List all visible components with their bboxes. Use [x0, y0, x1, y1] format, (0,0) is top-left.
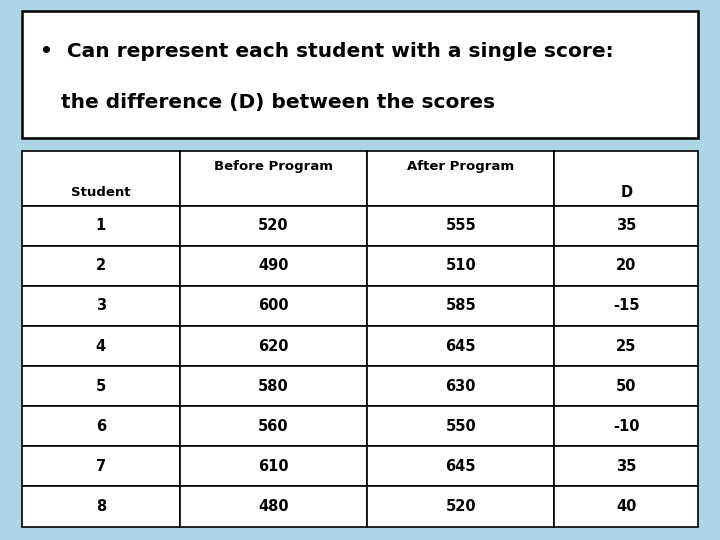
- Text: -15: -15: [613, 299, 639, 313]
- Bar: [367, 286, 554, 326]
- Text: 510: 510: [446, 258, 476, 273]
- Bar: [180, 151, 367, 206]
- Text: the difference (D) between the scores: the difference (D) between the scores: [40, 93, 495, 112]
- Text: 560: 560: [258, 418, 289, 434]
- Text: 1: 1: [96, 218, 106, 233]
- Bar: [22, 246, 180, 286]
- Bar: [22, 487, 180, 526]
- Bar: [367, 487, 554, 526]
- Text: 40: 40: [616, 499, 636, 514]
- Text: 35: 35: [616, 218, 636, 233]
- Text: 645: 645: [446, 459, 476, 474]
- Bar: [180, 286, 367, 326]
- Text: 645: 645: [446, 339, 476, 354]
- Bar: [554, 246, 698, 286]
- Bar: [180, 246, 367, 286]
- Bar: [554, 366, 698, 406]
- Bar: [367, 446, 554, 487]
- Text: 25: 25: [616, 339, 636, 354]
- Bar: [180, 326, 367, 366]
- Text: 6: 6: [96, 418, 106, 434]
- Text: 520: 520: [446, 499, 476, 514]
- Text: -10: -10: [613, 418, 639, 434]
- Text: •  Can represent each student with a single score:: • Can represent each student with a sing…: [40, 42, 613, 61]
- Bar: [22, 446, 180, 487]
- Text: 7: 7: [96, 459, 106, 474]
- Bar: [22, 11, 698, 138]
- Bar: [554, 406, 698, 446]
- Bar: [22, 151, 180, 206]
- Text: 3: 3: [96, 299, 106, 313]
- Text: D: D: [621, 185, 632, 199]
- Text: 585: 585: [446, 299, 476, 313]
- Text: 600: 600: [258, 299, 289, 313]
- Text: 20: 20: [616, 258, 636, 273]
- Text: Student: Student: [71, 186, 130, 199]
- Text: 520: 520: [258, 218, 289, 233]
- Bar: [180, 206, 367, 246]
- Text: 5: 5: [96, 379, 106, 394]
- Bar: [22, 366, 180, 406]
- Bar: [22, 206, 180, 246]
- Bar: [180, 366, 367, 406]
- Bar: [180, 446, 367, 487]
- Text: 550: 550: [446, 418, 476, 434]
- Bar: [22, 406, 180, 446]
- Bar: [180, 487, 367, 526]
- Text: Before Program: Before Program: [214, 160, 333, 173]
- Bar: [367, 366, 554, 406]
- Bar: [554, 487, 698, 526]
- Text: 620: 620: [258, 339, 289, 354]
- Bar: [554, 286, 698, 326]
- Bar: [22, 286, 180, 326]
- Bar: [367, 206, 554, 246]
- Text: 50: 50: [616, 379, 636, 394]
- Text: 2: 2: [96, 258, 106, 273]
- Text: 630: 630: [446, 379, 476, 394]
- Text: 490: 490: [258, 258, 289, 273]
- Text: 4: 4: [96, 339, 106, 354]
- Text: 480: 480: [258, 499, 289, 514]
- Text: 580: 580: [258, 379, 289, 394]
- Bar: [554, 151, 698, 206]
- Bar: [180, 406, 367, 446]
- Bar: [367, 151, 554, 206]
- Text: 8: 8: [96, 499, 106, 514]
- Bar: [367, 406, 554, 446]
- Text: 610: 610: [258, 459, 289, 474]
- Text: 35: 35: [616, 459, 636, 474]
- Bar: [554, 206, 698, 246]
- Bar: [554, 446, 698, 487]
- Bar: [367, 326, 554, 366]
- Bar: [367, 246, 554, 286]
- Bar: [22, 326, 180, 366]
- Text: 555: 555: [446, 218, 476, 233]
- Text: After Program: After Program: [408, 160, 514, 173]
- Bar: [554, 326, 698, 366]
